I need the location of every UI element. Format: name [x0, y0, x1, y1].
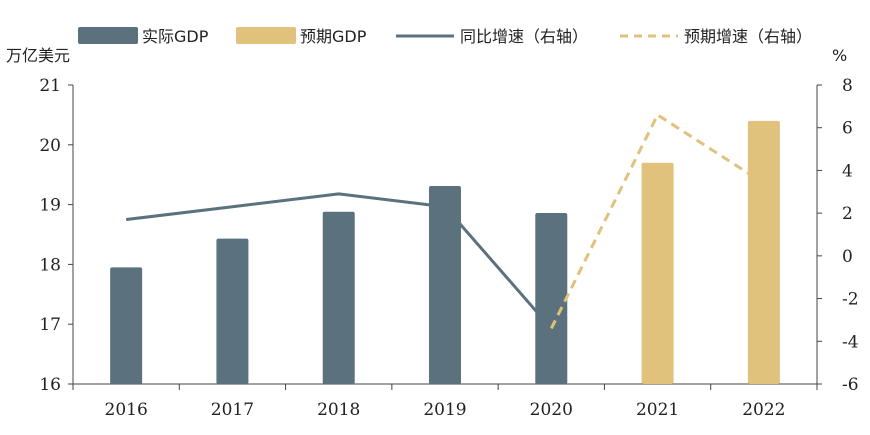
left-tick-label-2: 18: [39, 255, 61, 275]
right-tick-label-1: -4: [842, 332, 859, 352]
right-tick-label-3: 0: [842, 247, 853, 267]
right-tick-label-5: 4: [842, 161, 853, 181]
bar-actual-2018: [322, 211, 355, 384]
legend-label-forecast-growth: 预期增速（右轴）: [684, 27, 812, 46]
line-forecast-growth: [549, 113, 765, 330]
bars: [110, 120, 780, 384]
left-tick-label-4: 20: [39, 136, 61, 156]
x-tick-label-2019: 2019: [423, 400, 466, 420]
right-axis-unit-label: %: [832, 46, 847, 65]
left-tick-label-5: 21: [39, 76, 61, 96]
legend-label-yoy-growth: 同比增速（右轴）: [460, 27, 588, 46]
bar-actual-2017: [216, 238, 249, 384]
lines: [125, 113, 765, 330]
left-axis-unit-label: 万亿美元: [6, 46, 70, 65]
bar-actual-2019: [429, 186, 461, 384]
left-tick-label-0: 16: [39, 375, 61, 395]
right-tick-label-7: 8: [842, 76, 853, 96]
legend-label-actual-gdp: 实际GDP: [142, 27, 209, 46]
left-tick-label-1: 17: [39, 315, 61, 335]
x-tick-label-2016: 2016: [105, 400, 148, 420]
legend-label-forecast-gdp: 预期GDP: [300, 27, 367, 46]
x-tick-label-2021: 2021: [636, 400, 679, 420]
bar-actual-2020: [535, 212, 568, 384]
bar-actual-2016: [110, 267, 143, 384]
right-tick-label-2: -2: [842, 290, 859, 310]
x-tick-label-2022: 2022: [742, 400, 785, 420]
x-tick-label-2020: 2020: [530, 400, 573, 420]
legend-swatch-forecast-gdp: [236, 27, 296, 44]
right-tick-label-0: -6: [842, 375, 859, 395]
legend: 实际GDP 预期GDP 同比增速（右轴） 预期增速（右轴）: [78, 27, 812, 46]
bar-forecast-2021: [641, 162, 674, 384]
bar-forecast-2022: [747, 120, 780, 384]
right-tick-label-6: 6: [842, 119, 853, 139]
x-tick-label-2018: 2018: [317, 400, 360, 420]
right-tick-label-4: 2: [842, 204, 853, 224]
legend-swatch-actual-gdp: [78, 27, 138, 44]
x-tick-label-2017: 2017: [211, 400, 254, 420]
left-tick-label-3: 19: [39, 196, 61, 216]
line-yoy-growth: [125, 192, 553, 330]
